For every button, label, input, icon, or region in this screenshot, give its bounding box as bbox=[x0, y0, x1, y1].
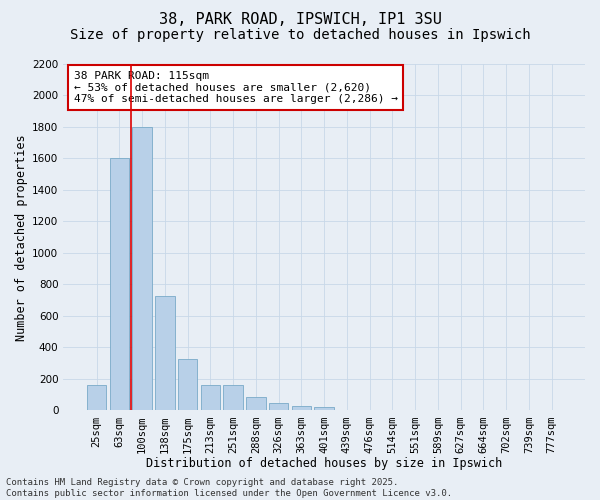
Bar bbox=[314, 408, 334, 410]
Text: Size of property relative to detached houses in Ipswich: Size of property relative to detached ho… bbox=[70, 28, 530, 42]
Bar bbox=[155, 296, 175, 410]
Text: Contains HM Land Registry data © Crown copyright and database right 2025.
Contai: Contains HM Land Registry data © Crown c… bbox=[6, 478, 452, 498]
Y-axis label: Number of detached properties: Number of detached properties bbox=[15, 134, 28, 340]
Bar bbox=[87, 386, 106, 410]
Text: 38 PARK ROAD: 115sqm
← 53% of detached houses are smaller (2,620)
47% of semi-de: 38 PARK ROAD: 115sqm ← 53% of detached h… bbox=[74, 71, 398, 104]
Bar bbox=[133, 127, 152, 410]
X-axis label: Distribution of detached houses by size in Ipswich: Distribution of detached houses by size … bbox=[146, 457, 502, 470]
Bar bbox=[223, 386, 243, 410]
Bar bbox=[269, 404, 289, 410]
Text: 38, PARK ROAD, IPSWICH, IP1 3SU: 38, PARK ROAD, IPSWICH, IP1 3SU bbox=[158, 12, 442, 28]
Bar bbox=[246, 397, 266, 410]
Bar bbox=[178, 360, 197, 410]
Bar bbox=[110, 158, 129, 410]
Bar bbox=[201, 386, 220, 410]
Bar bbox=[292, 406, 311, 410]
